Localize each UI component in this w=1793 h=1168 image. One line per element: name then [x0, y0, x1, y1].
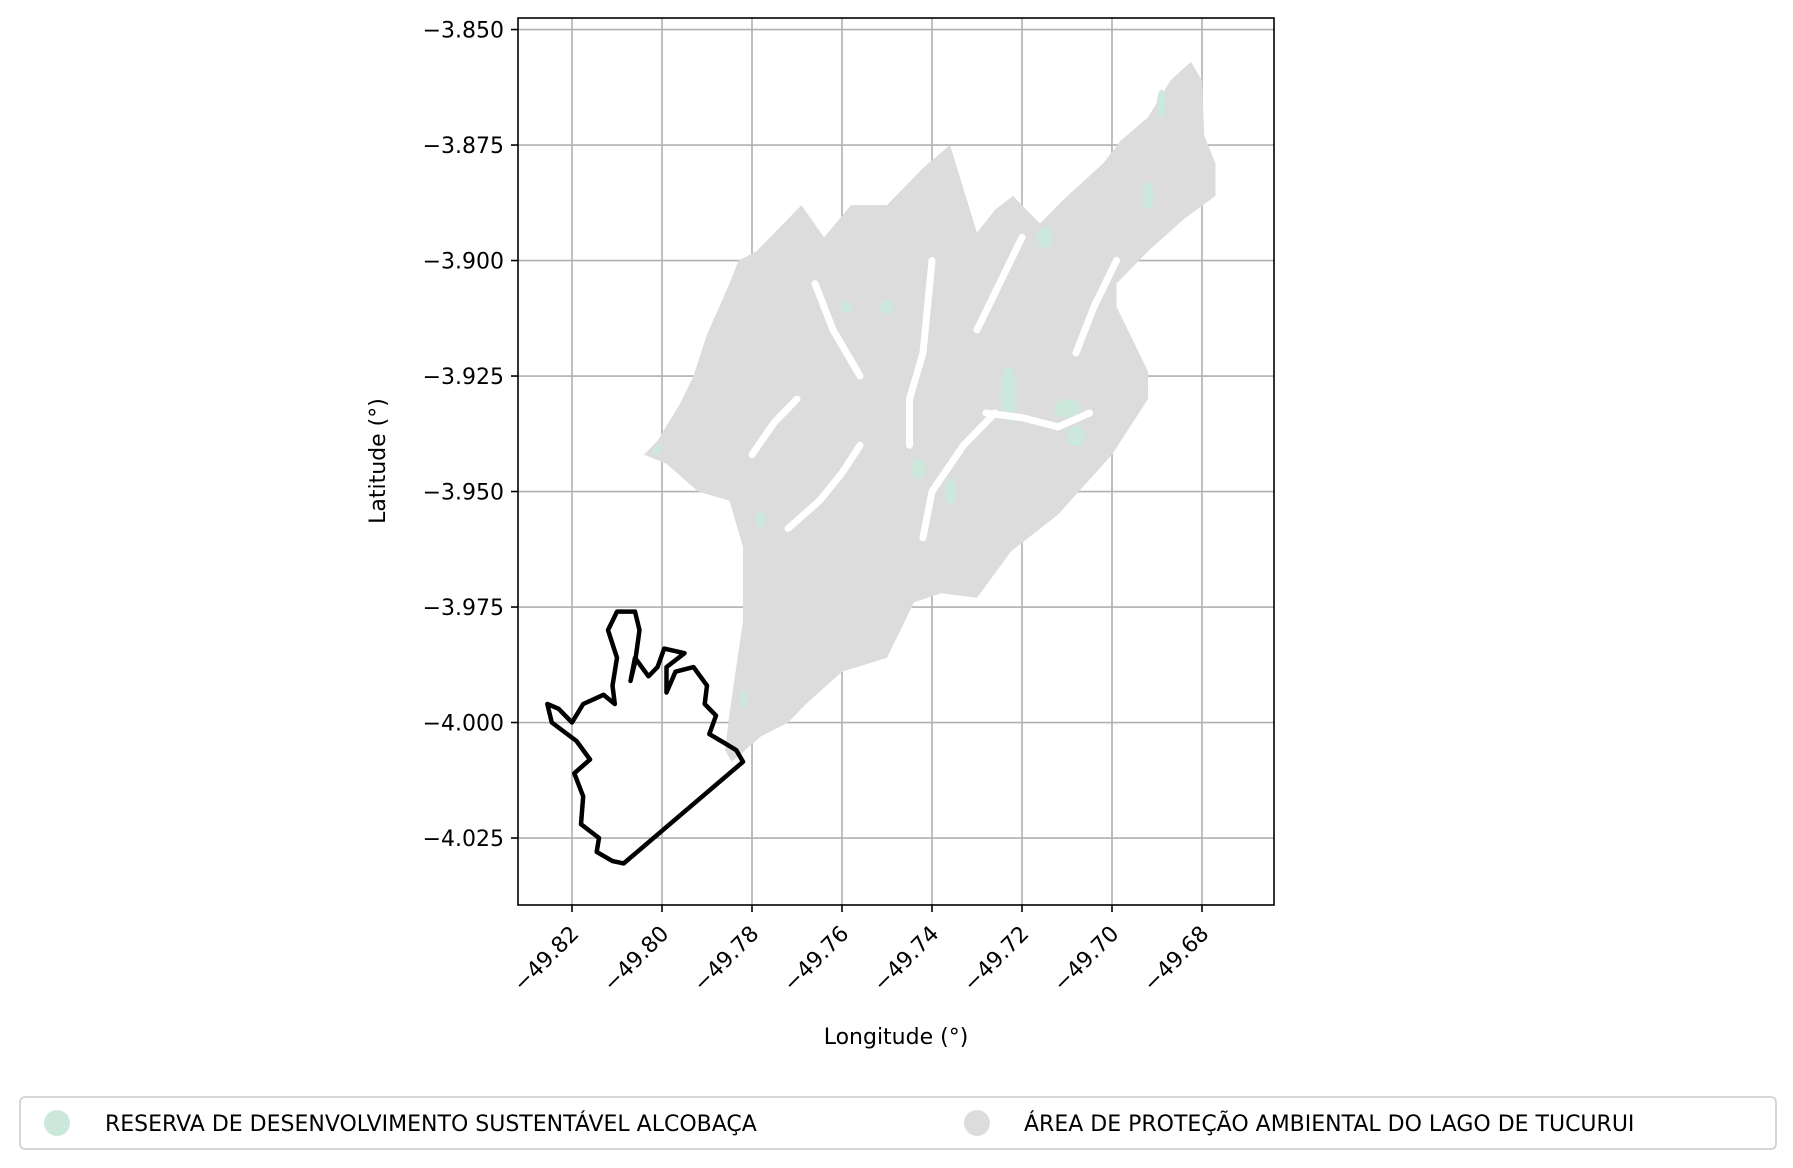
x-tick-label: −49.68	[1139, 922, 1214, 997]
lake-inlet	[919, 409, 999, 542]
x-axis-label: Longitude (°)	[824, 1025, 969, 1050]
legend-marker-reserva	[44, 1110, 70, 1136]
x-tick-label: −49.76	[779, 922, 854, 997]
reserve-patch	[944, 477, 956, 506]
reserve-patch	[1000, 366, 1017, 423]
x-tick-label: −49.82	[509, 922, 584, 997]
x-tick-label: −49.80	[599, 922, 674, 997]
lake-inlet	[982, 409, 1093, 431]
reserve-patch	[1036, 227, 1053, 248]
y-tick-label: −3.975	[423, 596, 504, 621]
lake-inlet	[811, 280, 864, 380]
y-axis-ticks: −3.850 −3.875 −3.900 −3.925 −3.950 −3.975 −4.0…	[423, 19, 518, 852]
y-tick-label: −3.875	[423, 134, 504, 159]
reserve-patch	[1067, 425, 1085, 447]
y-tick-label: −3.925	[423, 365, 504, 390]
reserve-patch	[653, 445, 662, 455]
reserve-patch	[880, 299, 894, 314]
y-tick-label: −3.850	[423, 19, 504, 44]
legend-label-reserva: RESERVA DE DESENVOLVIMENTO SUSTENTÁVEL A…	[105, 1111, 757, 1137]
reserve-patches	[653, 89, 1166, 709]
plot-frame	[517, 17, 1275, 906]
reserve-patch	[1142, 182, 1154, 210]
lake-inlet	[1072, 257, 1120, 357]
reserve-patch	[841, 301, 852, 313]
reserve-patch	[1053, 399, 1081, 418]
x-tick-label: −49.78	[689, 922, 764, 997]
y-tick-label: −4.025	[423, 827, 504, 852]
legend-label-apa: ÁREA DE PROTEÇÃO AMBIENTAL DO LAGO DE TU…	[1024, 1110, 1634, 1137]
x-tick-label: −49.72	[959, 922, 1034, 997]
legend-frame	[19, 1096, 1777, 1150]
reserve-patch	[756, 510, 766, 528]
apa-lago-tucurui-region	[644, 61, 1216, 762]
lake-inlet	[784, 441, 864, 532]
legend-marker-apa	[964, 1110, 990, 1136]
alcobaca-reserve-outline	[545, 609, 746, 866]
y-tick-label: −3.900	[423, 250, 504, 275]
lake-inlet	[748, 395, 801, 459]
x-tick-label: −49.70	[1049, 922, 1124, 997]
x-tick-label: −49.74	[869, 922, 944, 997]
y-axis-label: Latitude (°)	[366, 398, 391, 524]
x-axis-ticks: −49.82 −49.80 −49.78 −49.76 −49.74 −49.72 −49.…	[509, 905, 1214, 997]
y-tick-label: −3.950	[423, 481, 504, 506]
reserve-patch	[739, 690, 747, 709]
lake-inlet	[973, 233, 1026, 334]
legend: RESERVA DE DESENVOLVIMENTO SUSTENTÁVEL A…	[19, 1096, 1777, 1150]
lake-inlet	[906, 257, 936, 449]
lake-inlets	[748, 233, 1120, 542]
map-regions	[545, 61, 1216, 866]
reserve-patch	[911, 458, 926, 479]
y-tick-label: −4.000	[423, 712, 504, 737]
reserve-patch	[1157, 89, 1166, 118]
